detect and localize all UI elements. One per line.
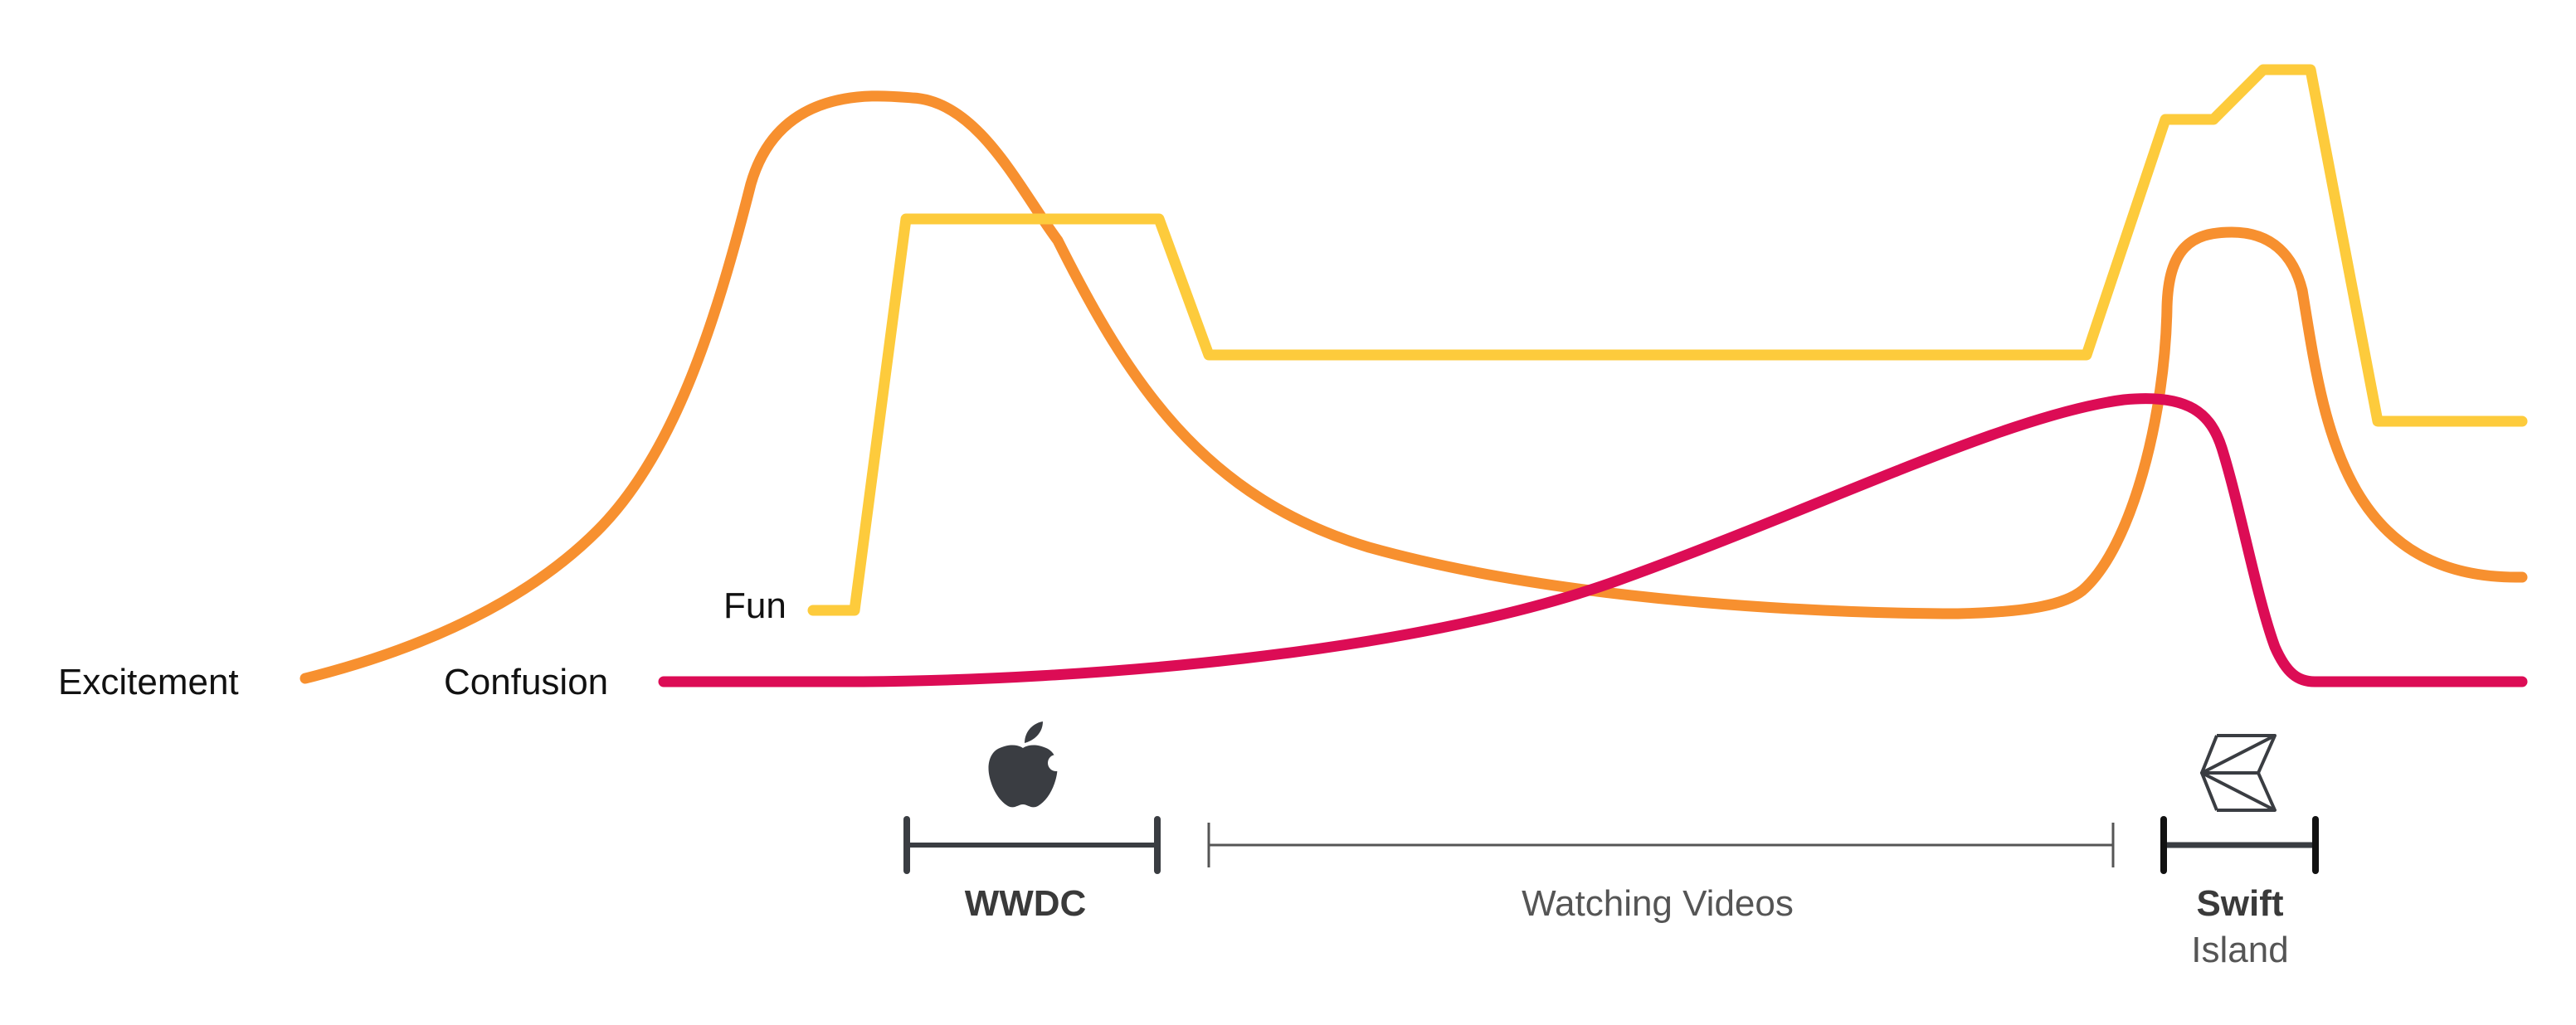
period-label-watching-videos: Watching Videos: [1522, 883, 1794, 924]
fun-curve: [807, 64, 2528, 616]
period-label-wwdc: WWDC: [965, 883, 1087, 924]
series-label-confusion: Confusion: [444, 662, 608, 702]
timeline-period-wwdc: [903, 816, 1161, 874]
series-label-excitement: Excitement: [58, 662, 239, 702]
swift-island-logo-icon: [2200, 734, 2277, 812]
excitement-curve: [299, 90, 2528, 684]
apple-logo-icon: [988, 721, 1064, 808]
period-label-swift: Swift: [2196, 883, 2283, 924]
series-label-fun: Fun: [723, 585, 786, 626]
confusion-curve: [658, 393, 2528, 687]
timeline-period-watching-videos: [1207, 823, 2115, 867]
period-label-island: Island: [2191, 930, 2288, 970]
timeline-period-swift-island: [2160, 816, 2319, 874]
